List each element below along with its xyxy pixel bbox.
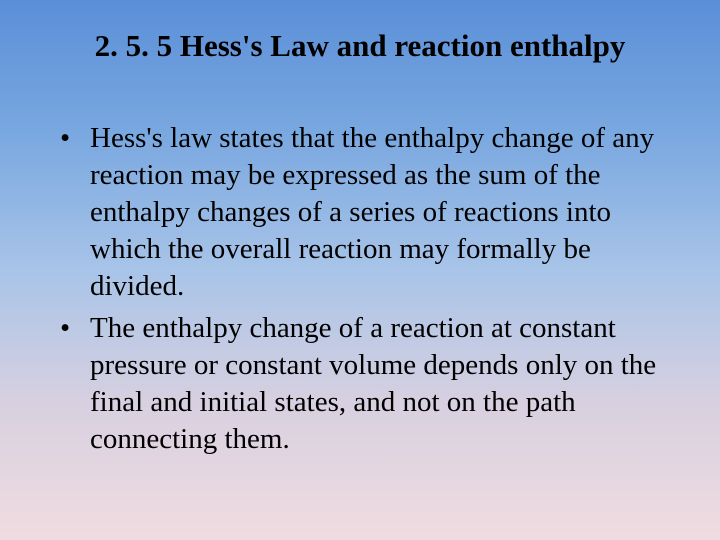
list-item: The enthalpy change of a reaction at con… (54, 310, 672, 458)
slide-title: 2. 5. 5 Hess's Law and reaction enthalpy (48, 28, 672, 64)
slide-body: Hess's law states that the enthalpy chan… (48, 120, 672, 458)
list-item: Hess's law states that the enthalpy chan… (54, 120, 672, 306)
slide-container: 2. 5. 5 Hess's Law and reaction enthalpy… (0, 0, 720, 540)
bullet-list: Hess's law states that the enthalpy chan… (54, 120, 672, 458)
